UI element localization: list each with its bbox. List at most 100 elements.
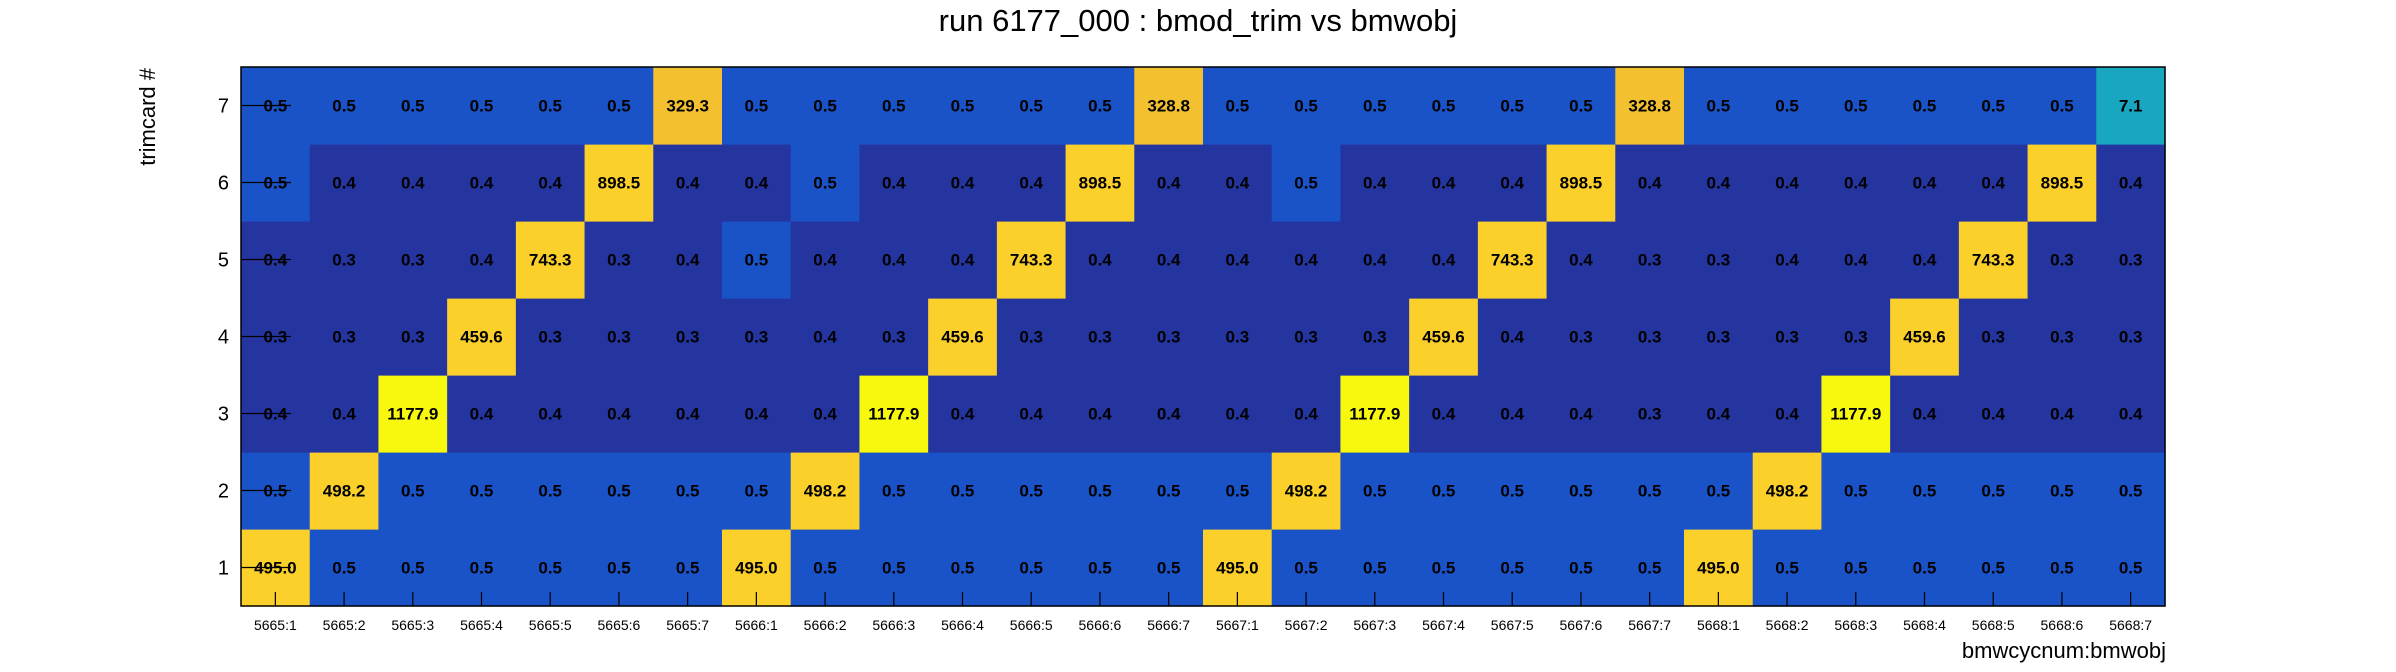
heatmap-cell [653,67,723,145]
cell-value-label: 0.4 [470,251,494,270]
cell-value-label: 0.5 [1088,97,1112,116]
cell-value-label: 0.5 [607,482,631,501]
cell-value-label: 0.5 [1844,559,1868,578]
heatmap-cell [584,298,654,376]
cell-value-label: 0.3 [332,251,356,270]
heatmap-cell [928,375,998,453]
cell-value-label: 0.3 [1157,328,1181,347]
cell-value-label: 0.5 [1088,482,1112,501]
cell-value-label: 0.5 [1363,482,1387,501]
x-tick-label: 5668:6 [2041,617,2084,633]
cell-value-label: 0.4 [1363,251,1387,270]
cell-value-label: 0.4 [1019,405,1043,424]
cell-value-label: 1177.9 [387,405,438,424]
heatmap-cell [378,144,448,222]
cell-value-label: 0.4 [1707,405,1731,424]
x-tick-label: 5665:2 [323,617,366,633]
x-tick-label: 5668:4 [1903,617,1946,633]
heatmap-cell [790,375,861,453]
heatmap-cell [859,375,929,453]
heatmap-cell [1477,144,1548,222]
cell-value-label: 743.3 [529,251,572,270]
heatmap-cell [584,144,654,222]
x-tick-label: 5665:6 [598,617,641,633]
cell-value-label: 0.5 [1500,97,1524,116]
heatmap-cell [653,452,723,530]
heatmap-cell [653,298,723,376]
heatmap-cells [241,67,2166,607]
cell-value-label: 0.4 [470,405,494,424]
x-tick-label: 5668:2 [1766,617,1809,633]
cell-value-label: 0.5 [1157,482,1181,501]
cell-value-label: 0.5 [1638,482,1662,501]
heatmap-cell [790,144,861,222]
heatmap-cell [1821,452,1891,530]
cell-value-label: 0.5 [1226,482,1250,501]
heatmap-cell [447,298,517,376]
cell-value-label: 0.3 [882,328,906,347]
heatmap-cell [447,221,517,299]
cell-value-label: 0.5 [1363,559,1387,578]
heatmap-cell [1684,375,1754,453]
cell-value-label: 0.5 [1569,482,1593,501]
heatmap-cell [309,144,380,222]
cell-value-label: 495.0 [1216,559,1259,578]
cell-value-label: 0.4 [332,405,356,424]
x-tick-label: 5667:7 [1628,617,1671,633]
x-tick-label: 5665:7 [666,617,709,633]
heatmap-cell [790,452,861,530]
heatmap-cell [2027,298,2097,376]
x-tick-label: 5666:4 [941,617,984,633]
cell-value-label: 0.3 [1638,251,1662,270]
x-tick-label: 5667:3 [1353,617,1396,633]
cell-value-label: 0.5 [1500,482,1524,501]
heatmap-cell [1409,67,1479,145]
x-tick-label: 5667:6 [1560,617,1603,633]
heatmap-cell [309,375,380,453]
cell-value-label: 0.4 [813,251,837,270]
cell-value-label: 0.4 [1226,174,1250,193]
y-axis-title: trimcard # [135,67,160,166]
cell-value-label: 743.3 [1491,251,1534,270]
heatmap-cell [2096,375,2166,453]
heatmap-cell [1684,67,1754,145]
heatmap-cell [653,221,723,299]
heatmap-cell [1477,452,1548,530]
cell-value-label: 329.3 [666,97,709,116]
x-tick-label: 5667:2 [1285,617,1328,633]
cell-value-label: 0.5 [1569,97,1593,116]
heatmap-cell [309,221,380,299]
heatmap-cell [1134,375,1204,453]
heatmap-cell [378,67,448,145]
cell-value-label: 0.5 [332,559,356,578]
heatmap-cell [1065,375,1135,453]
heatmap-cell [722,375,792,453]
cell-value-label: 0.4 [1019,174,1043,193]
heatmap-cell [515,298,586,376]
x-tick-label: 5668:5 [1972,617,2015,633]
heatmap-cell [1477,221,1548,299]
heatmap-cell [1546,452,1616,530]
heatmap-cell [996,144,1067,222]
cell-value-label: 898.5 [598,174,641,193]
heatmap-cell [1821,298,1891,376]
cell-value-label: 498.2 [804,482,847,501]
cell-value-label: 0.3 [745,328,769,347]
cell-value-label: 0.4 [1432,405,1456,424]
cell-value-label: 0.5 [401,482,425,501]
heatmap-cell [1752,375,1823,453]
x-tick-label: 5667:4 [1422,617,1465,633]
y-tick-label: 7 [218,96,229,118]
cell-value-label: 0.3 [607,328,631,347]
y-tick-label: 1 [218,558,229,580]
heatmap-cell [1271,452,1342,530]
cell-value-label: 459.6 [941,328,984,347]
heatmap-cell [1340,144,1410,222]
cell-value-label: 0.4 [1844,251,1868,270]
heatmap-cell [1615,298,1685,376]
cell-value-label: 498.2 [1766,482,1809,501]
cell-value-label: 0.5 [813,559,837,578]
heatmap-cell [1340,221,1410,299]
heatmap-cell [1615,67,1685,145]
heatmap-cell [584,452,654,530]
